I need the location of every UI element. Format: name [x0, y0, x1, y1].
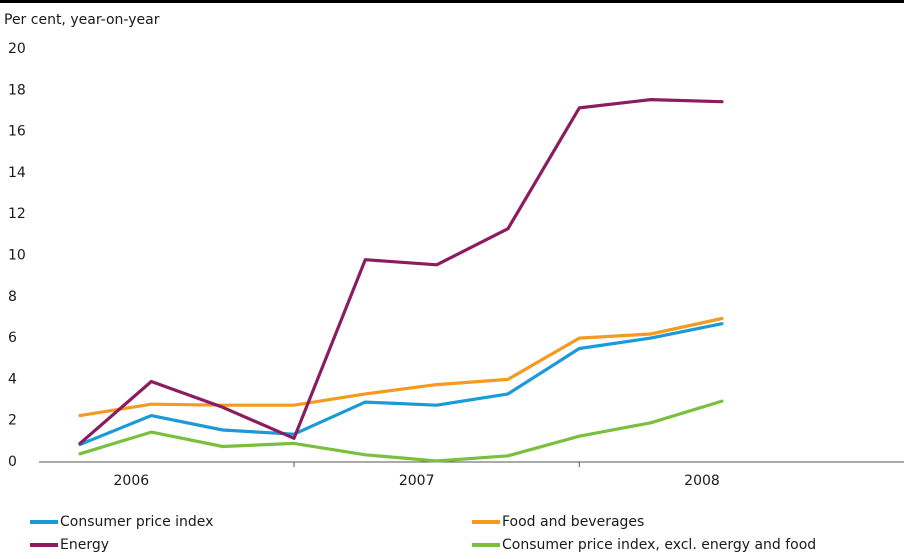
top-border	[0, 0, 904, 3]
y-axis-ticks: 0 2 4 6 8 10 12 14 16 18 20	[8, 41, 26, 470]
legend-label: Consumer price index, excl. energy and f…	[502, 537, 817, 553]
x-tick-label: 2008	[684, 473, 720, 489]
legend-label: Consumer price index	[60, 514, 214, 530]
legend-item-consumer-price-index: Consumer price index	[30, 514, 213, 530]
legend-label: Energy	[60, 537, 110, 553]
legend-item-energy: Energy	[30, 537, 109, 553]
y-tick-label: 18	[8, 82, 26, 98]
series-line-1	[78, 316, 724, 418]
y-tick-label: 10	[8, 248, 26, 264]
x-axis	[39, 461, 904, 467]
y-tick-label: 20	[8, 41, 26, 57]
y-axis-label: Per cent, year-on-year	[4, 12, 160, 28]
y-tick-label: 0	[8, 454, 17, 470]
legend-swatch	[30, 543, 58, 547]
series-line-3	[78, 399, 724, 463]
legend-label: Food and beverages	[502, 514, 645, 530]
y-tick-label: 16	[8, 124, 26, 140]
y-tick-label: 2	[8, 413, 17, 429]
y-tick-label: 6	[8, 330, 17, 346]
x-tick-label: 2007	[399, 473, 435, 489]
series-line-2	[78, 98, 724, 445]
series-lines	[78, 98, 724, 463]
x-tick-label: 2006	[114, 473, 150, 489]
y-tick-label: 4	[8, 371, 17, 387]
x-axis-tick-labels: 2006 2007 2008	[114, 473, 720, 489]
legend-swatch	[472, 520, 500, 524]
legend: Consumer price index Food and beverages …	[0, 514, 904, 559]
y-tick-label: 14	[8, 165, 26, 181]
y-tick-label: 8	[8, 289, 17, 305]
series-line-0	[78, 322, 724, 447]
legend-item-food-and-beverages: Food and beverages	[472, 514, 644, 530]
y-tick-label: 12	[8, 206, 26, 222]
legend-item-cpi-excl-energy-and-food: Consumer price index, excl. energy and f…	[472, 537, 816, 553]
legend-swatch	[30, 520, 58, 524]
legend-swatch	[472, 543, 500, 547]
